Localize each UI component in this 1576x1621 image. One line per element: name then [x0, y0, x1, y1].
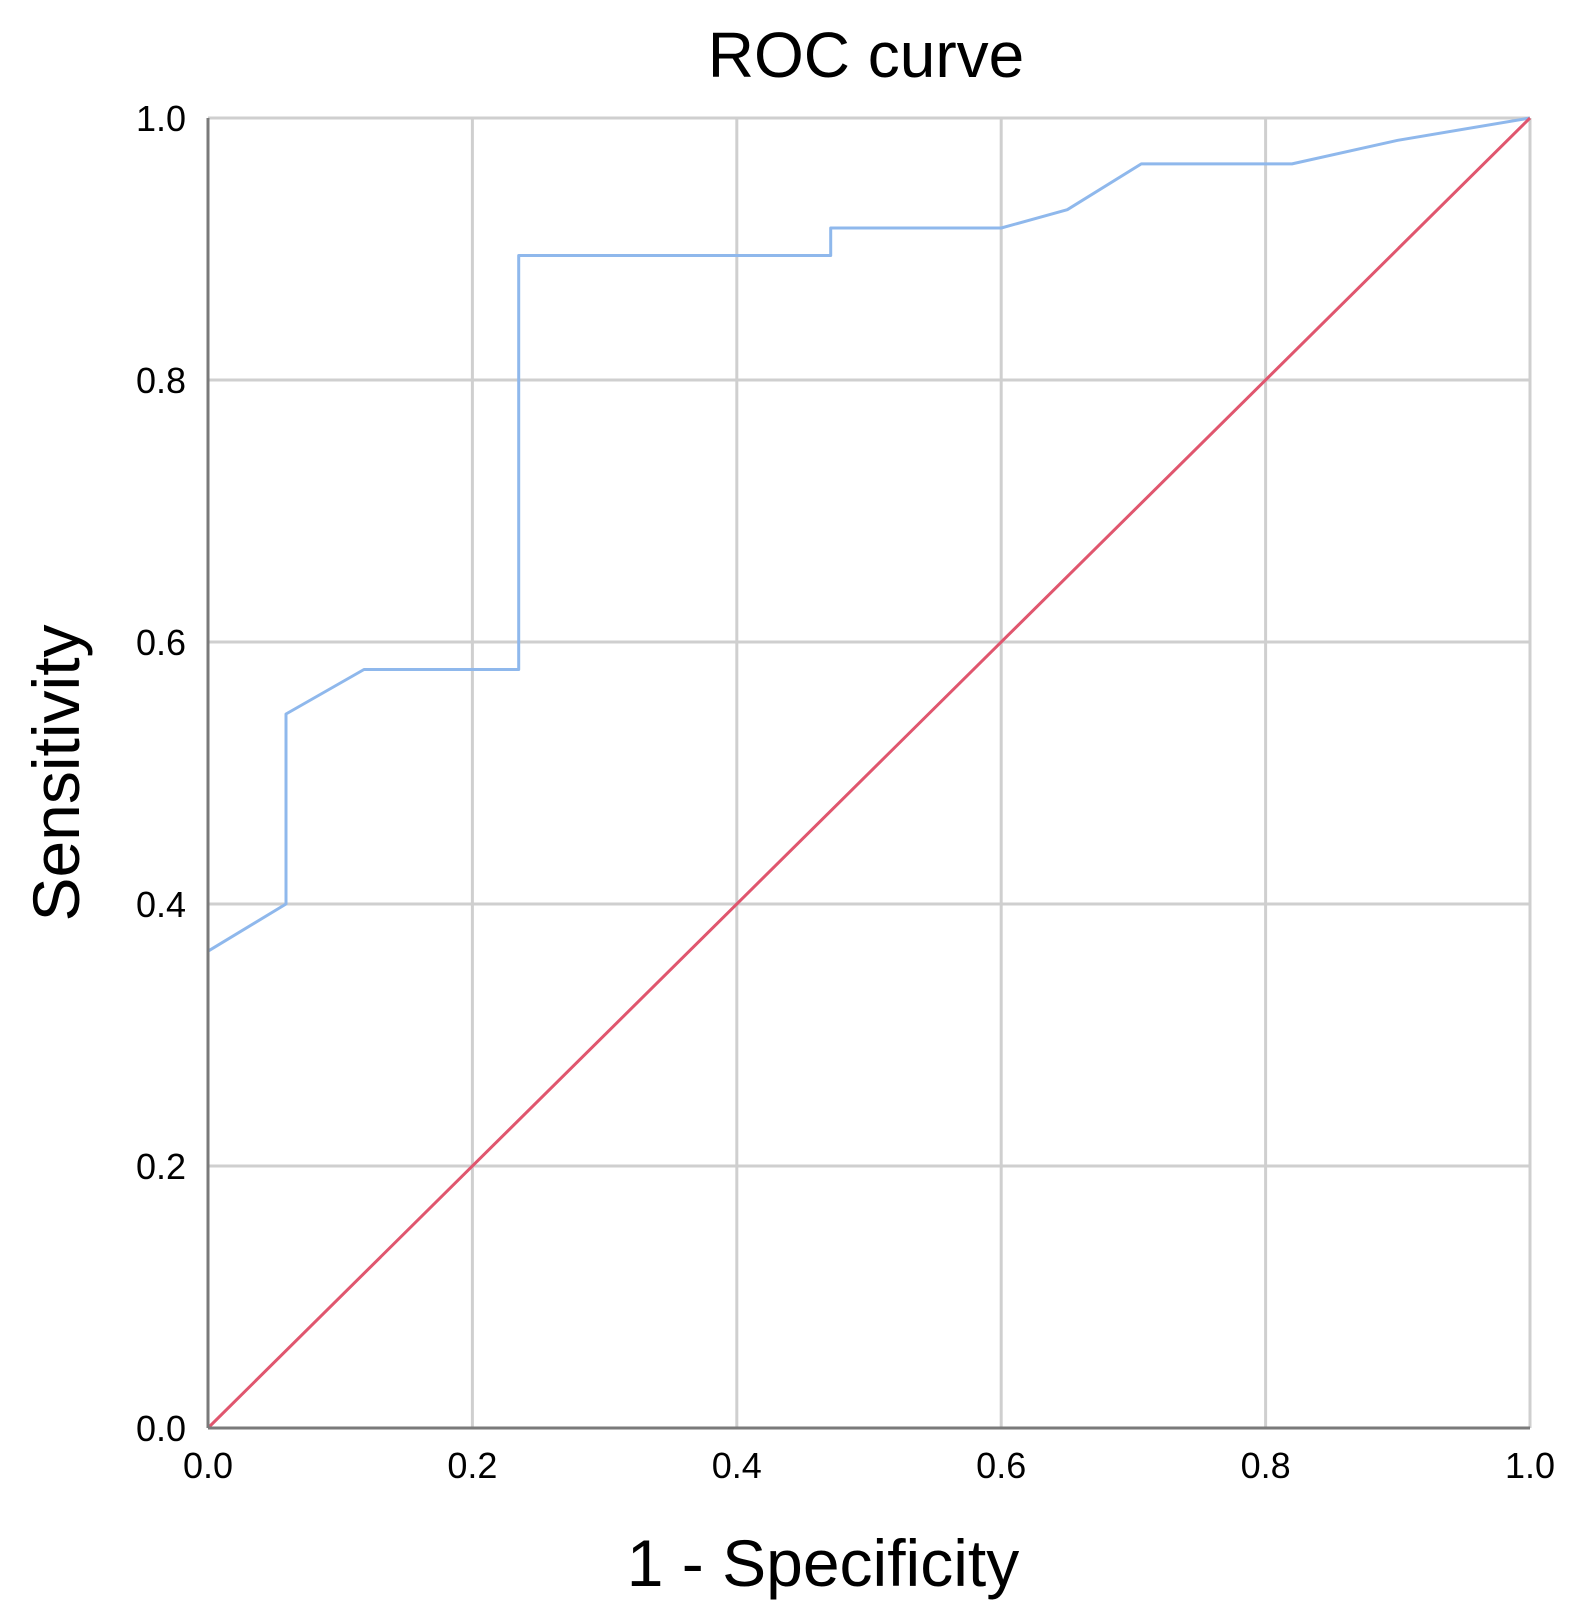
x-axis-title: 1 - Specificity	[627, 1526, 1019, 1600]
tick-labels: 0.0 0.2 0.4 0.6 0.8 1.0 0.0 0.2 0.4 0.6 0.8 1.0	[136, 98, 1555, 1486]
y-axis-title: Sensitivity	[19, 624, 93, 921]
reference-diagonal-line	[206, 116, 1532, 1430]
x-tick-label: 1.0	[1505, 1445, 1555, 1486]
grid	[206, 116, 1532, 1430]
y-tick-label: 0.2	[136, 1146, 186, 1187]
y-tick-label: 0.8	[136, 360, 186, 401]
roc-curve-line	[206, 116, 1531, 1428]
axes	[206, 118, 1530, 1430]
y-tick-label: 0.4	[136, 884, 186, 925]
x-tick-label: 0.6	[976, 1445, 1026, 1486]
y-tick-label: 1.0	[136, 98, 186, 139]
y-tick-label: 0.6	[136, 622, 186, 663]
series-layer	[206, 116, 1532, 1430]
x-tick-label: 0.8	[1241, 1445, 1291, 1486]
y-tick-label: 0.0	[136, 1408, 186, 1449]
x-tick-label: 0.2	[447, 1445, 497, 1486]
x-tick-label: 0.4	[712, 1445, 762, 1486]
x-tick-label: 0.0	[183, 1445, 233, 1486]
chart-title: ROC curve	[708, 19, 1025, 91]
